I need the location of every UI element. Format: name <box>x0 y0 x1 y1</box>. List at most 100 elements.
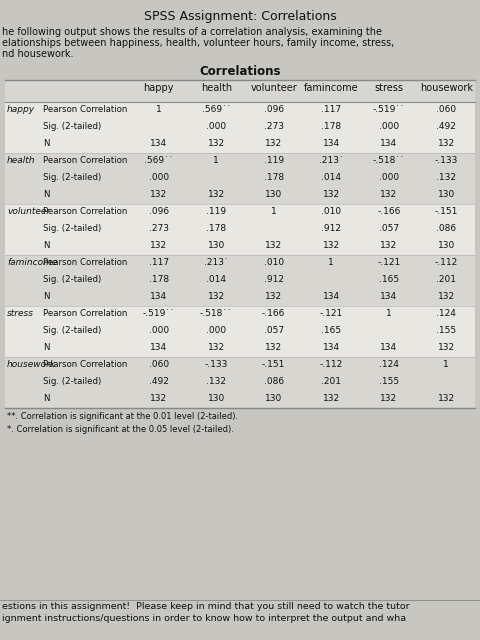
Text: health: health <box>201 83 232 93</box>
Text: ignment instructions/questions in order to know how to interpret the output and : ignment instructions/questions in order … <box>2 614 406 623</box>
Text: stress: stress <box>7 309 34 318</box>
Text: N: N <box>43 394 49 403</box>
Text: 1: 1 <box>214 156 219 165</box>
Text: 132: 132 <box>265 241 282 250</box>
Text: .119: .119 <box>206 207 226 216</box>
Text: 130: 130 <box>438 190 455 199</box>
Text: N: N <box>43 343 49 352</box>
Text: .912: .912 <box>321 224 341 233</box>
Text: N: N <box>43 292 49 301</box>
Text: .132: .132 <box>436 173 456 182</box>
Text: -.133: -.133 <box>204 360 228 369</box>
Text: .165: .165 <box>379 275 399 284</box>
Text: -.518˙˙: -.518˙˙ <box>372 156 405 165</box>
Bar <box>5 357 475 408</box>
Bar <box>5 80 475 102</box>
Text: 132: 132 <box>323 241 340 250</box>
Text: .117: .117 <box>149 258 169 267</box>
Text: .132: .132 <box>206 377 226 386</box>
Text: .057: .057 <box>264 326 284 335</box>
Text: 132: 132 <box>323 394 340 403</box>
Text: N: N <box>43 139 49 148</box>
Text: 134: 134 <box>323 343 340 352</box>
Bar <box>5 153 475 204</box>
Text: 132: 132 <box>208 139 225 148</box>
Text: *. Correlation is significant at the 0.05 level (2-tailed).: *. Correlation is significant at the 0.0… <box>7 425 234 434</box>
Text: .178: .178 <box>264 173 284 182</box>
Text: .010: .010 <box>321 207 341 216</box>
Text: 1: 1 <box>156 105 162 114</box>
Text: 132: 132 <box>265 343 282 352</box>
Text: .273: .273 <box>149 224 169 233</box>
Text: -.121: -.121 <box>377 258 400 267</box>
Text: -.112: -.112 <box>434 258 458 267</box>
Text: 132: 132 <box>265 139 282 148</box>
Text: 132: 132 <box>438 343 455 352</box>
Text: 132: 132 <box>438 394 455 403</box>
Text: SPSS Assignment: Correlations: SPSS Assignment: Correlations <box>144 10 336 23</box>
Text: .178: .178 <box>149 275 169 284</box>
Text: -.133: -.133 <box>434 156 458 165</box>
Text: elationships between happiness, health, volunteer hours, family income, stress,: elationships between happiness, health, … <box>2 38 394 48</box>
Text: 1: 1 <box>444 360 449 369</box>
Text: .014: .014 <box>321 173 341 182</box>
Text: 132: 132 <box>150 190 168 199</box>
Text: 1: 1 <box>271 207 276 216</box>
Text: .155: .155 <box>379 377 399 386</box>
Text: Sig. (2-tailed): Sig. (2-tailed) <box>43 377 101 386</box>
Text: 132: 132 <box>150 394 168 403</box>
Text: 130: 130 <box>265 394 282 403</box>
Text: nd housework.: nd housework. <box>2 49 73 59</box>
Text: Pearson Correlation: Pearson Correlation <box>43 207 127 216</box>
Bar <box>5 255 475 306</box>
Text: .201: .201 <box>321 377 341 386</box>
Text: Sig. (2-tailed): Sig. (2-tailed) <box>43 326 101 335</box>
Text: housework: housework <box>7 360 56 369</box>
Text: Sig. (2-tailed): Sig. (2-tailed) <box>43 224 101 233</box>
Text: volunteer: volunteer <box>251 83 297 93</box>
Text: .086: .086 <box>436 224 456 233</box>
Text: .569˙˙: .569˙˙ <box>144 156 173 165</box>
Text: Sig. (2-tailed): Sig. (2-tailed) <box>43 122 101 131</box>
Text: 132: 132 <box>265 292 282 301</box>
Text: .000: .000 <box>379 173 399 182</box>
Text: 134: 134 <box>150 343 168 352</box>
Text: 130: 130 <box>265 190 282 199</box>
Text: 134: 134 <box>323 139 340 148</box>
Text: .178: .178 <box>321 122 341 131</box>
Text: -.151: -.151 <box>262 360 286 369</box>
Text: Pearson Correlation: Pearson Correlation <box>43 309 127 318</box>
Text: 132: 132 <box>208 292 225 301</box>
Text: 1: 1 <box>328 258 334 267</box>
Text: 134: 134 <box>380 139 397 148</box>
Text: 134: 134 <box>380 343 397 352</box>
Bar <box>5 80 475 408</box>
Text: -.519˙˙: -.519˙˙ <box>143 309 175 318</box>
Text: 130: 130 <box>208 394 225 403</box>
Text: .000: .000 <box>206 122 226 131</box>
Text: Pearson Correlation: Pearson Correlation <box>43 360 127 369</box>
Text: N: N <box>43 241 49 250</box>
Text: **. Correlation is significant at the 0.01 level (2-tailed).: **. Correlation is significant at the 0.… <box>7 412 238 421</box>
Text: .117: .117 <box>321 105 341 114</box>
Text: .000: .000 <box>379 122 399 131</box>
Text: -.166: -.166 <box>262 309 286 318</box>
Text: -.518˙˙: -.518˙˙ <box>200 309 232 318</box>
Text: 1: 1 <box>386 309 392 318</box>
Text: .000: .000 <box>149 326 169 335</box>
Text: .060: .060 <box>436 105 456 114</box>
Text: 134: 134 <box>150 292 168 301</box>
Text: happy: happy <box>7 105 35 114</box>
Text: 134: 134 <box>323 292 340 301</box>
Text: .124: .124 <box>436 309 456 318</box>
Text: -.519˙˙: -.519˙˙ <box>372 105 405 114</box>
Text: -.121: -.121 <box>320 309 343 318</box>
Text: -.166: -.166 <box>377 207 400 216</box>
Text: 130: 130 <box>438 241 455 250</box>
Text: Pearson Correlation: Pearson Correlation <box>43 258 127 267</box>
Text: .096: .096 <box>264 105 284 114</box>
Text: 130: 130 <box>208 241 225 250</box>
Text: .124: .124 <box>379 360 399 369</box>
Text: 132: 132 <box>438 292 455 301</box>
Text: 132: 132 <box>150 241 168 250</box>
